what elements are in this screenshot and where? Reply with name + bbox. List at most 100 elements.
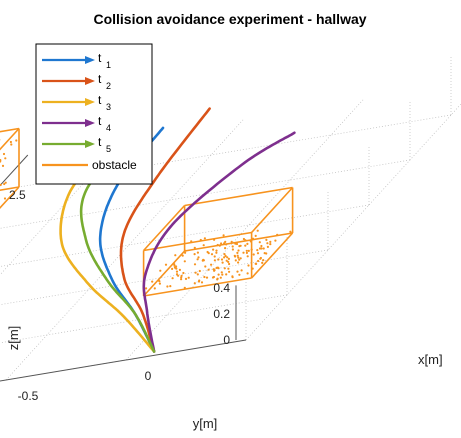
obstacle-point: [251, 267, 254, 270]
obstacle-point: [225, 243, 228, 246]
obstacle-point: [187, 276, 190, 279]
legend-arrow-head: [85, 77, 95, 85]
obstacle-point: [220, 271, 223, 274]
obstacle-point: [197, 256, 200, 259]
legend-subscript: 2: [106, 81, 111, 91]
z-axis-ticks: 0 0.2 0.4: [213, 281, 230, 347]
x-axis-label: x[m]: [418, 352, 443, 367]
obstacle-point: [262, 247, 265, 250]
obstacle-point: [221, 273, 224, 276]
legend-item-obstacle: obstacle: [42, 158, 137, 172]
obstacle-point: [244, 244, 247, 247]
obstacle-point: [15, 139, 18, 142]
obstacle-point: [184, 277, 188, 280]
obstacle-point: [171, 267, 174, 270]
obstacle-edge: [0, 127, 20, 151]
z-axis-label: z[m]: [6, 326, 21, 351]
obstacle-point: [242, 251, 245, 254]
obstacle-point: [252, 253, 255, 256]
obstacle-point: [220, 258, 224, 261]
obstacle-point: [181, 254, 184, 257]
obstacle-point: [254, 234, 257, 237]
obstacle-point: [216, 243, 219, 247]
obstacle-point: [218, 244, 221, 247]
obstacle-point: [159, 269, 162, 272]
obstacle-point: [237, 256, 240, 259]
obstacle-point: [223, 256, 226, 259]
obstacle-point: [244, 239, 247, 242]
obstacle-point: [199, 238, 202, 242]
obstacle-point: [3, 197, 7, 200]
obstacle-point: [173, 266, 177, 269]
obstacle-point: [171, 277, 174, 280]
obstacle-point: [158, 282, 161, 285]
obstacle-point: [257, 259, 260, 263]
obstacle-point: [183, 286, 186, 289]
chart-title: Collision avoidance experiment - hallway: [93, 11, 366, 27]
grid-line: [0, 159, 411, 229]
obstacle-point: [151, 280, 154, 283]
legend-label: t: [98, 51, 102, 65]
x-tick-label: 2.5: [9, 188, 26, 202]
legend-label: t: [98, 114, 102, 128]
obstacle-point: [249, 240, 252, 243]
obstacle-point: [276, 233, 279, 236]
obstacle-point: [236, 270, 239, 273]
obstacle-point: [242, 237, 245, 241]
legend-label: t: [98, 135, 102, 149]
obstacle-edge: [0, 186, 20, 191]
x-axis-ticks: 00.511.522.5: [9, 188, 26, 202]
obstacle-point: [219, 276, 222, 279]
obstacle-point: [269, 240, 272, 243]
obstacle-point: [145, 287, 148, 290]
obstacle-point: [203, 275, 206, 279]
obstacle-point: [213, 255, 216, 258]
obstacle-point: [180, 276, 183, 279]
obstacle-point: [251, 237, 255, 240]
obstacle-point: [194, 271, 197, 274]
obstacle-point: [196, 273, 199, 276]
obstacle-point: [174, 254, 177, 257]
trajectory-t2: [119, 107, 211, 353]
obstacle-point: [169, 285, 172, 288]
obstacle-point: [213, 259, 216, 262]
obstacle-point: [9, 140, 12, 144]
legend-subscript: 3: [106, 102, 111, 112]
legend-arrow-head: [85, 140, 95, 148]
obstacle-point: [173, 264, 176, 267]
y-tick-label: 0: [145, 369, 152, 383]
legend-label: t: [98, 72, 102, 86]
obstacle-edge: [251, 232, 294, 279]
obstacle-point: [228, 270, 231, 273]
obstacle-point: [239, 257, 242, 260]
grid-line: [125, 98, 365, 361]
obstacle-point: [210, 253, 214, 256]
obstacle-point: [226, 256, 229, 259]
obstacle-point: [258, 241, 261, 244]
legend-label: t: [98, 93, 102, 107]
obstacle-point: [207, 268, 210, 271]
obstacle-point: [246, 242, 249, 245]
obstacle-edge: [143, 277, 252, 297]
obstacle-point: [204, 265, 207, 268]
legend-subscript: 4: [106, 123, 111, 133]
obstacle-edge: [143, 231, 252, 252]
obstacle-point: [202, 244, 205, 247]
obstacle-point: [205, 276, 209, 279]
y-tick-label: -0.5: [18, 389, 39, 403]
obstacle-point: [222, 234, 225, 237]
obstacle-point: [236, 254, 239, 257]
obstacle-edge: [184, 232, 293, 252]
obstacle-point: [198, 279, 201, 282]
obstacle-point: [256, 229, 259, 232]
obstacle-point: [224, 247, 227, 250]
obstacle-point: [175, 270, 179, 273]
obstacle-point: [216, 278, 219, 281]
obstacle-point: [231, 276, 234, 279]
obstacle-point: [180, 278, 183, 281]
